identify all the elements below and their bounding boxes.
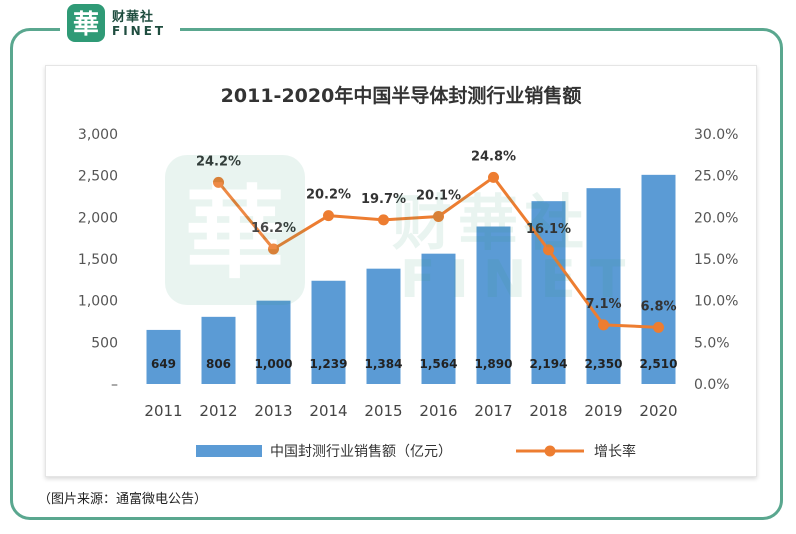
- watermark-name-en: FINET: [400, 250, 640, 310]
- x-tick-label: 2018: [529, 402, 567, 420]
- watermark-seal: 華: [160, 150, 310, 310]
- x-tick-label: 2012: [199, 402, 237, 420]
- legend-line-label: 增长率: [594, 443, 636, 460]
- y-right-tick-label: 25.0%: [694, 169, 738, 185]
- x-tick-label: 2019: [584, 402, 622, 420]
- chart: 2011-2020年中国半导体封测行业销售额 – 500 1,000 1,500 2,00…: [78, 84, 739, 460]
- bar-data-label: 2,510: [640, 357, 678, 371]
- chart-title: 2011-2020年中国半导体封测行业销售额: [221, 84, 582, 107]
- bar: [421, 253, 456, 384]
- bar-data-label: 649: [151, 357, 176, 371]
- growth-data-label: 6.8%: [640, 299, 676, 314]
- x-tick-label: 2017: [474, 402, 512, 420]
- y-right-tick-label: 5.0%: [694, 335, 730, 351]
- x-tick-label: 2014: [309, 402, 347, 420]
- y-left-tick-label: 2,500: [78, 169, 118, 185]
- svg-text:華: 華: [185, 174, 285, 292]
- bar-data-label: 1,239: [310, 357, 348, 371]
- watermark-name-cn: 财華社: [392, 189, 590, 259]
- bar: [641, 174, 676, 384]
- card-frame: [10, 28, 783, 520]
- y-left-tick-label: 3,000: [78, 127, 118, 143]
- x-tick-label: 2015: [364, 402, 402, 420]
- growth-data-label: 20.1%: [416, 189, 461, 204]
- growth-point: [598, 319, 609, 331]
- brand-name-cn: 财華社: [112, 10, 155, 25]
- y-left-tick-label: –: [111, 377, 118, 393]
- growth-data-label: 24.2%: [196, 154, 241, 169]
- growth-point: [268, 243, 279, 255]
- x-tick-label: 2011: [144, 402, 182, 420]
- growth-point: [213, 176, 224, 188]
- y-right-tick-label: 15.0%: [694, 252, 738, 268]
- bar: [476, 226, 511, 384]
- bar-data-label: 1,384: [365, 357, 403, 371]
- finet-logo-icon: 華: [67, 4, 105, 42]
- growth-data-label: 20.2%: [306, 188, 351, 203]
- legend-line-marker: [544, 445, 556, 457]
- brand-name-en: FINET: [112, 24, 167, 38]
- y-right-tick-label: 0.0%: [694, 377, 730, 393]
- growth-point: [378, 214, 389, 226]
- growth-point: [323, 210, 334, 222]
- legend-bar-swatch: [196, 445, 262, 457]
- y-left-tick-label: 1,000: [78, 294, 118, 310]
- x-tick-label: 2016: [419, 402, 457, 420]
- growth-point: [543, 244, 554, 256]
- bar: [311, 280, 346, 384]
- bar: [201, 316, 236, 384]
- x-tick-label: 2013: [254, 402, 292, 420]
- source-footnote: （图片来源：通富微电公告）: [38, 492, 208, 507]
- bar: [531, 201, 566, 384]
- bar: [256, 300, 291, 384]
- growth-data-label: 16.1%: [526, 222, 571, 237]
- y-left-tick-label: 2,000: [78, 210, 118, 226]
- y-right-tick-label: 30.0%: [694, 127, 738, 143]
- growth-data-label: 7.1%: [585, 297, 621, 312]
- bar-data-label: 806: [206, 357, 231, 371]
- chart-panel: 2011-2020年中国半导体封测行业销售额 – 500 1,000 1,500 2,00…: [45, 65, 757, 477]
- y-left-tick-label: 1,500: [78, 252, 118, 268]
- y-right-tick-label: 20.0%: [694, 210, 738, 226]
- y-right-tick-label: 10.0%: [694, 294, 738, 310]
- growth-point: [433, 211, 444, 222]
- svg-text:華: 華: [73, 10, 99, 40]
- growth-data-label: 16.2%: [251, 221, 296, 236]
- bar: [586, 188, 621, 384]
- bar-data-label: 1,000: [255, 357, 293, 371]
- growth-point: [653, 321, 664, 333]
- bar: [146, 329, 181, 384]
- bar-data-label: 1,564: [420, 357, 458, 371]
- bar-data-label: 2,350: [585, 357, 623, 371]
- bar: [366, 268, 401, 384]
- bar-data-label: 1,890: [475, 357, 513, 371]
- growth-data-label: 19.7%: [361, 192, 406, 207]
- x-tick-label: 2020: [639, 402, 677, 420]
- bar-data-label: 2,194: [530, 357, 568, 371]
- growth-point: [488, 171, 499, 183]
- y-left-tick-label: 500: [91, 335, 118, 351]
- legend-bar-label: 中国封测行业销售额（亿元）: [270, 444, 452, 460]
- growth-data-label: 24.8%: [471, 149, 516, 164]
